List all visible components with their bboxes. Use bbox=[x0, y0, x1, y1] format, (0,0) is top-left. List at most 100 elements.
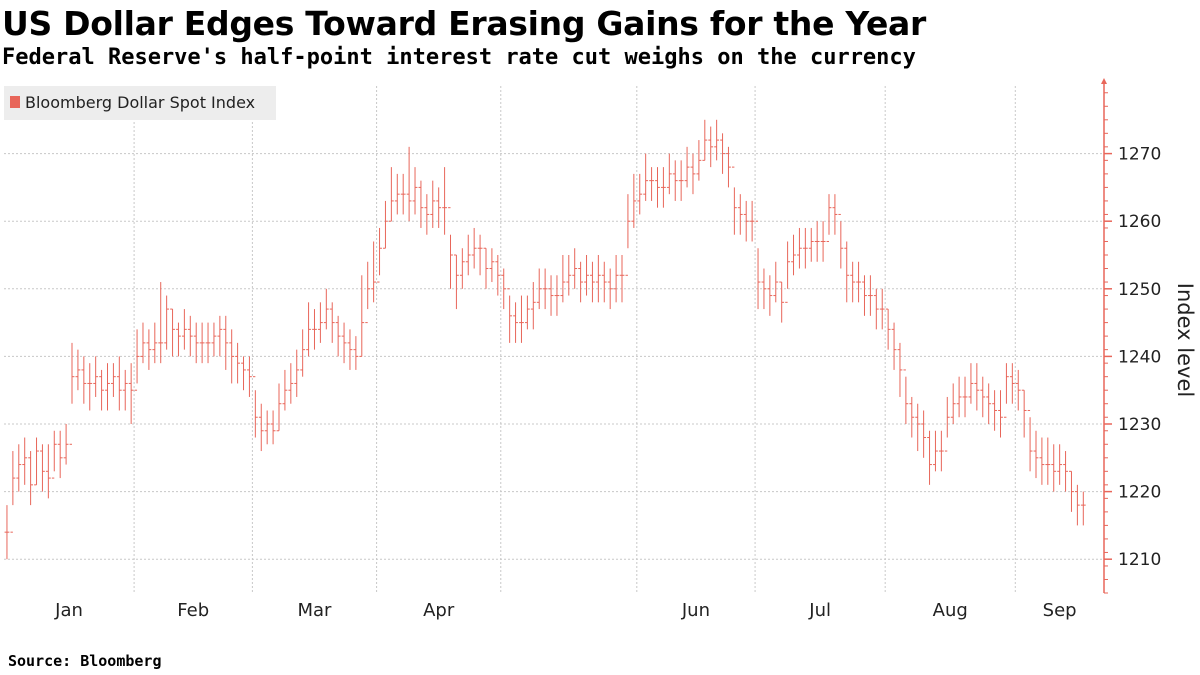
ohlc-bar bbox=[1033, 430, 1039, 479]
ohlc-bar bbox=[99, 369, 104, 411]
ohlc-bar bbox=[341, 322, 347, 364]
ohlc-bar bbox=[258, 403, 264, 452]
ohlc-bar bbox=[40, 444, 45, 492]
x-tick-label: Apr bbox=[423, 600, 455, 621]
ohlc-bar bbox=[300, 329, 306, 377]
page-subtitle: Federal Reserve's half-point interest ra… bbox=[2, 45, 916, 70]
ohlc-bar bbox=[897, 342, 903, 397]
y-tick-label: 1230 bbox=[1118, 415, 1161, 435]
ohlc-bar bbox=[335, 315, 341, 357]
x-tick-label: Feb bbox=[177, 600, 209, 621]
ohlc-bar bbox=[1080, 491, 1086, 526]
ohlc-bar bbox=[513, 302, 518, 343]
ohlc-bar bbox=[1074, 484, 1080, 526]
ohlc-bar bbox=[57, 430, 63, 479]
ohlc-bar bbox=[850, 261, 856, 303]
ohlc-bar bbox=[820, 221, 826, 262]
ohlc-bar bbox=[832, 194, 838, 235]
ohlc-bar bbox=[323, 288, 329, 330]
ohlc-bar bbox=[93, 356, 99, 397]
ohlc-bar bbox=[779, 281, 785, 323]
ohlc-bar bbox=[211, 322, 217, 357]
ohlc-bar bbox=[69, 342, 75, 445]
ohlc-bar bbox=[595, 255, 601, 303]
ohlc-bar bbox=[601, 261, 607, 303]
x-tick-label: Aug bbox=[933, 600, 968, 621]
ohlc-bar bbox=[241, 356, 246, 391]
ohlc-bar bbox=[176, 322, 181, 357]
legend-swatch bbox=[10, 96, 20, 108]
ohlc-bar bbox=[1039, 437, 1045, 485]
ohlc-bar bbox=[122, 369, 128, 411]
ohlc-bar bbox=[731, 166, 737, 235]
ohlc-bar bbox=[950, 383, 956, 424]
ohlc-bar bbox=[1051, 444, 1057, 492]
ohlc-bar bbox=[424, 194, 430, 235]
ohlc-bar bbox=[714, 119, 720, 161]
ohlc-bar bbox=[974, 363, 980, 411]
ohlc-bar bbox=[282, 369, 288, 411]
ohlc-bar bbox=[838, 213, 844, 269]
ohlc-bar bbox=[933, 430, 938, 472]
ohlc-bar bbox=[465, 234, 471, 276]
ohlc-bar bbox=[696, 140, 702, 181]
ohlc-bar bbox=[661, 167, 666, 208]
ohlc-bar bbox=[968, 363, 974, 404]
y-tick-label: 1260 bbox=[1118, 212, 1161, 232]
ohlc-bar bbox=[737, 194, 743, 235]
ohlc-bar bbox=[164, 295, 170, 350]
ohlc-bar bbox=[10, 451, 16, 533]
ohlc-bar bbox=[572, 248, 578, 289]
y-tick-label: 1220 bbox=[1118, 483, 1161, 503]
ohlc-bar bbox=[87, 363, 93, 411]
ohlc-bar bbox=[217, 315, 223, 357]
grid bbox=[4, 86, 1104, 593]
ohlc-bar bbox=[187, 315, 193, 357]
ohlc-bar bbox=[412, 167, 418, 215]
ohlc-bar bbox=[430, 180, 436, 228]
source-label: Source: bbox=[8, 652, 72, 670]
ohlc-bar bbox=[252, 376, 258, 438]
ohlc-bar bbox=[802, 227, 808, 269]
ohlc-bar bbox=[294, 349, 300, 397]
ohlc-bar bbox=[205, 322, 211, 364]
ohlc-bar bbox=[566, 255, 572, 296]
ohlc-bar bbox=[938, 430, 944, 472]
ohlc-bar bbox=[519, 295, 524, 343]
y-tick-label: 1240 bbox=[1118, 347, 1161, 367]
ohlc-bar bbox=[400, 173, 406, 215]
ohlc-bar bbox=[128, 363, 134, 424]
ohlc-bar bbox=[720, 133, 725, 174]
ohlc-bar bbox=[891, 322, 897, 370]
ohlc-bar bbox=[28, 451, 34, 506]
ohlc-bar bbox=[885, 308, 891, 350]
ohlc-bar bbox=[826, 194, 832, 242]
ohlc-bar bbox=[542, 268, 548, 310]
ohlc-bar bbox=[489, 248, 495, 283]
ohlc-bar bbox=[170, 308, 175, 357]
ohlc-bar bbox=[684, 146, 690, 188]
ohlc-bar bbox=[418, 180, 424, 228]
ohlc-bar bbox=[986, 383, 992, 424]
ohlc-bar bbox=[649, 167, 654, 201]
ohlc-bar bbox=[459, 248, 465, 289]
ohlc-bar bbox=[797, 227, 802, 269]
ohlc-bar bbox=[306, 302, 311, 357]
ohlc-bar bbox=[483, 247, 489, 289]
ohlc-bar bbox=[111, 363, 116, 397]
chart: 1210 1220 1230 1240 1250 1260 1270 Jan Feb Mar Ap… bbox=[4, 78, 1197, 621]
ohlc-bar bbox=[383, 200, 388, 249]
ohlc-bar bbox=[199, 322, 205, 364]
ohlc-bar bbox=[808, 227, 814, 262]
ohlc-bar bbox=[548, 275, 554, 316]
ohlc-bar bbox=[554, 275, 560, 316]
ohlc-bar bbox=[867, 275, 873, 316]
ohlc-bar bbox=[773, 261, 779, 303]
ohlc-bar bbox=[1021, 389, 1027, 438]
ohlc-bar bbox=[998, 390, 1003, 438]
y-axis-label: Index level bbox=[1173, 283, 1197, 397]
ohlc-bar bbox=[317, 302, 323, 343]
ohlc-bar bbox=[471, 227, 477, 269]
ohlc-bar bbox=[116, 356, 122, 411]
ohlc-bar bbox=[761, 268, 767, 310]
